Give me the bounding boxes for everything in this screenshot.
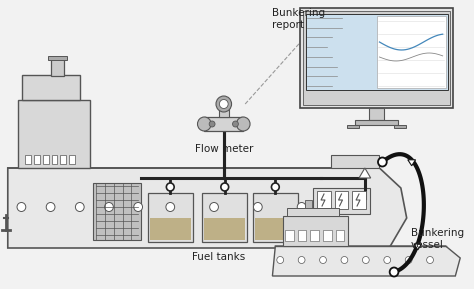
Circle shape — [105, 203, 113, 212]
Polygon shape — [253, 193, 298, 242]
Polygon shape — [300, 8, 454, 108]
Circle shape — [277, 257, 283, 264]
Polygon shape — [313, 188, 370, 214]
Polygon shape — [8, 168, 407, 248]
Circle shape — [210, 203, 219, 212]
Polygon shape — [347, 125, 359, 128]
Circle shape — [46, 203, 55, 212]
Circle shape — [341, 257, 348, 264]
Polygon shape — [51, 58, 64, 76]
Polygon shape — [331, 155, 380, 168]
Polygon shape — [219, 104, 228, 117]
Circle shape — [384, 257, 391, 264]
Circle shape — [233, 121, 238, 127]
Circle shape — [427, 257, 433, 264]
Polygon shape — [335, 191, 348, 209]
Circle shape — [216, 96, 232, 112]
Circle shape — [297, 203, 306, 212]
Polygon shape — [298, 230, 307, 241]
Polygon shape — [22, 75, 80, 100]
Circle shape — [134, 203, 143, 212]
Circle shape — [254, 203, 262, 212]
Circle shape — [237, 117, 250, 131]
Polygon shape — [317, 191, 331, 209]
Polygon shape — [202, 193, 247, 242]
Polygon shape — [18, 100, 90, 168]
Polygon shape — [25, 155, 31, 164]
Polygon shape — [204, 117, 243, 131]
Polygon shape — [285, 230, 294, 241]
Text: Bunkering
vessel: Bunkering vessel — [410, 228, 464, 250]
Circle shape — [272, 183, 279, 191]
Polygon shape — [304, 200, 312, 208]
Text: Fuel tanks: Fuel tanks — [192, 252, 246, 262]
Polygon shape — [287, 208, 338, 216]
Polygon shape — [52, 155, 57, 164]
Polygon shape — [369, 108, 384, 120]
Polygon shape — [69, 155, 75, 164]
Circle shape — [341, 203, 350, 212]
Circle shape — [209, 121, 215, 127]
Text: Bunkering
report: Bunkering report — [273, 8, 326, 29]
Polygon shape — [150, 218, 191, 240]
Circle shape — [75, 203, 84, 212]
Polygon shape — [376, 16, 446, 88]
Polygon shape — [60, 155, 66, 164]
Polygon shape — [273, 246, 460, 276]
Polygon shape — [93, 183, 141, 240]
Circle shape — [319, 257, 327, 264]
Circle shape — [221, 183, 228, 191]
Polygon shape — [355, 120, 398, 125]
Polygon shape — [148, 193, 192, 242]
Circle shape — [390, 268, 399, 277]
Circle shape — [298, 257, 305, 264]
Circle shape — [405, 257, 412, 264]
Circle shape — [198, 117, 211, 131]
Polygon shape — [302, 11, 450, 105]
Polygon shape — [204, 218, 245, 240]
Circle shape — [17, 203, 26, 212]
Polygon shape — [310, 230, 319, 241]
Circle shape — [166, 203, 174, 212]
Polygon shape — [352, 191, 366, 209]
Circle shape — [219, 99, 228, 108]
Polygon shape — [306, 14, 447, 90]
Circle shape — [363, 257, 369, 264]
Polygon shape — [359, 168, 371, 178]
Polygon shape — [255, 218, 296, 240]
Polygon shape — [394, 125, 406, 128]
Polygon shape — [323, 230, 332, 241]
Polygon shape — [34, 155, 40, 164]
Polygon shape — [336, 230, 345, 241]
Text: Flow meter: Flow meter — [195, 144, 253, 154]
Polygon shape — [43, 155, 49, 164]
Polygon shape — [283, 216, 348, 246]
Circle shape — [166, 183, 174, 191]
Polygon shape — [408, 160, 416, 166]
Polygon shape — [48, 56, 67, 60]
Polygon shape — [414, 244, 422, 250]
Circle shape — [378, 158, 387, 166]
